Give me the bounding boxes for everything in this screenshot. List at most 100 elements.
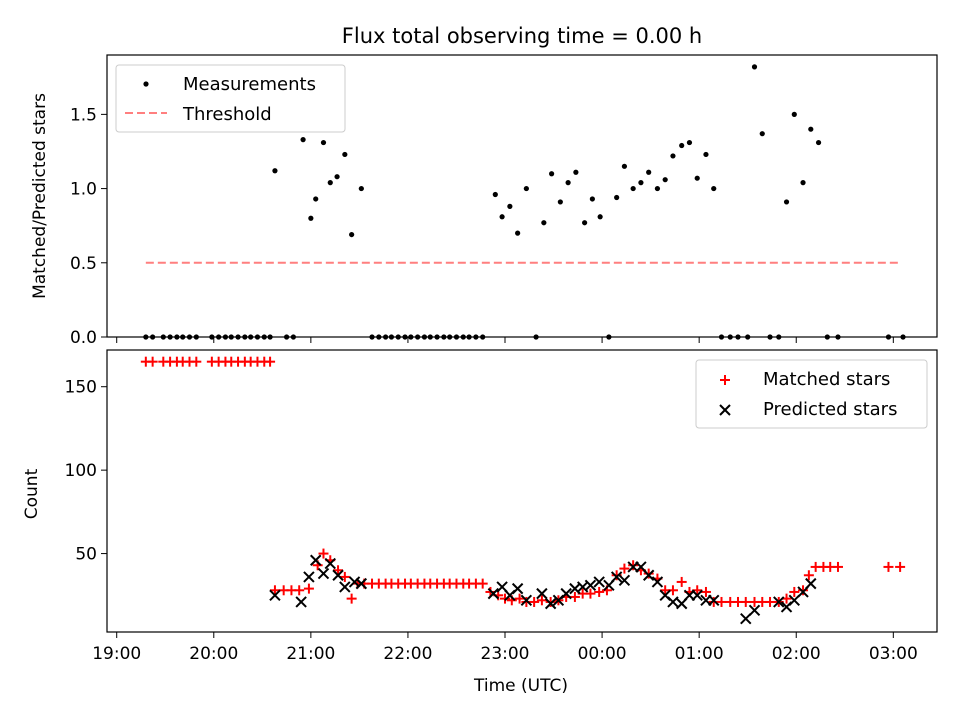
y-tick-label: 0.5 <box>70 254 97 274</box>
bottom-y-axis-label: Count <box>22 468 42 519</box>
measurement-point <box>759 131 765 137</box>
x-tick-label: 21:00 <box>286 644 335 664</box>
measurement-point <box>313 196 319 202</box>
predicted-star-point <box>667 596 679 608</box>
measurement-point <box>791 111 797 117</box>
measurement-point <box>745 334 751 340</box>
matched-star-point <box>700 586 711 597</box>
measurement-point <box>421 334 428 340</box>
matched-star-point <box>294 585 305 596</box>
matched-star-point <box>333 565 344 576</box>
predicted-star-point <box>748 604 761 617</box>
x-tick-label: 02:00 <box>772 644 821 664</box>
top-marks <box>143 64 906 340</box>
measurement-point <box>900 334 906 340</box>
top-legend: Measurements Threshold <box>115 64 346 133</box>
bottom-panel: 50 100 150 19:00 20:00 21:00 22:00 23:00 00:00 0… <box>22 349 938 696</box>
measurement-point <box>248 334 254 340</box>
measurement-point <box>427 334 433 340</box>
bottom-plot-frame <box>106 349 938 633</box>
matched-star-point <box>318 548 329 559</box>
predicted-star-point <box>332 569 344 581</box>
measurement-point <box>703 151 709 158</box>
matched-star-point <box>803 570 814 581</box>
measurement-point <box>800 180 806 186</box>
y-tick-label: 50 <box>75 545 97 565</box>
bottom-legend: Matched stars Predicted stars <box>695 359 928 429</box>
y-tick-label: 0.0 <box>70 328 97 348</box>
measurement-point <box>453 334 460 340</box>
predicted-star-point <box>544 597 557 610</box>
measurement-point <box>565 180 571 186</box>
predicted-star-point <box>708 594 720 607</box>
predicted-star-point <box>610 571 623 583</box>
measurement-point <box>824 334 830 340</box>
bottom-legend-box <box>695 359 928 429</box>
predicted-star-point <box>324 557 336 570</box>
measurement-point <box>515 230 521 236</box>
predicted-star-point <box>295 596 307 608</box>
matched-star-point <box>500 593 511 604</box>
measurement-point <box>621 163 628 169</box>
legend-measurements-label: Measurements <box>183 74 316 95</box>
predicted-star-point <box>560 587 572 600</box>
measurement-point <box>638 180 644 186</box>
measurement-point <box>174 334 180 340</box>
matched-star-point <box>643 568 654 579</box>
measurement-point <box>835 334 841 340</box>
matched-star-point <box>585 588 596 599</box>
measurement-point <box>541 220 547 226</box>
matched-star-point <box>265 356 276 367</box>
predicted-star-point <box>788 594 801 607</box>
measurement-point <box>507 203 513 209</box>
measurement-point <box>614 194 620 201</box>
matched-star-point <box>883 561 894 572</box>
legend-measurements-marker <box>143 81 149 87</box>
x-tick-label: 22:00 <box>383 644 432 664</box>
measurement-point <box>473 334 479 340</box>
top-title: Flux total observing time = 0.00 h <box>342 24 702 48</box>
measurement-point <box>349 231 355 238</box>
measurement-point <box>767 334 773 340</box>
matched-star-point <box>346 593 357 604</box>
measurement-point <box>447 334 453 340</box>
measurement-point <box>573 169 579 175</box>
legend-predicted-marker <box>719 404 731 416</box>
matched-star-point <box>269 585 280 596</box>
bottom-y-axis: 50 100 150 <box>65 378 107 565</box>
measurement-point <box>499 214 505 220</box>
measurement-point <box>460 334 466 340</box>
measurement-point <box>630 185 636 192</box>
measurement-point <box>254 334 261 340</box>
matched-star-point <box>628 560 639 571</box>
predicted-star-point <box>740 612 752 625</box>
measurement-point <box>334 174 340 180</box>
predicted-star-point <box>773 596 785 608</box>
y-tick-label: 1.5 <box>70 105 97 125</box>
matched-star-point <box>514 593 525 604</box>
measurement-point <box>222 334 229 340</box>
matched-star-point <box>529 596 540 607</box>
measurement-point <box>235 334 241 340</box>
measurement-point <box>342 151 348 158</box>
measurement-point <box>466 334 472 340</box>
measurement-point <box>654 185 661 192</box>
measurement-point <box>694 175 700 181</box>
legend-matched-marker <box>720 375 730 385</box>
predicted-star-point <box>355 577 368 590</box>
y-tick-label: 100 <box>65 461 97 481</box>
matched-star-point <box>716 596 727 607</box>
legend-matched-label: Matched stars <box>763 369 890 390</box>
measurement-point <box>209 334 215 340</box>
measurement-point <box>369 334 375 340</box>
matched-star-point <box>798 585 809 596</box>
predicted-star-point <box>520 594 533 607</box>
measurement-point <box>180 334 186 340</box>
measurement-point <box>557 199 563 205</box>
measurement-point <box>441 334 447 340</box>
measurement-point <box>751 64 758 70</box>
measurement-point <box>727 334 733 340</box>
predicted-star-point <box>584 579 597 591</box>
bottom-marks <box>140 356 906 625</box>
